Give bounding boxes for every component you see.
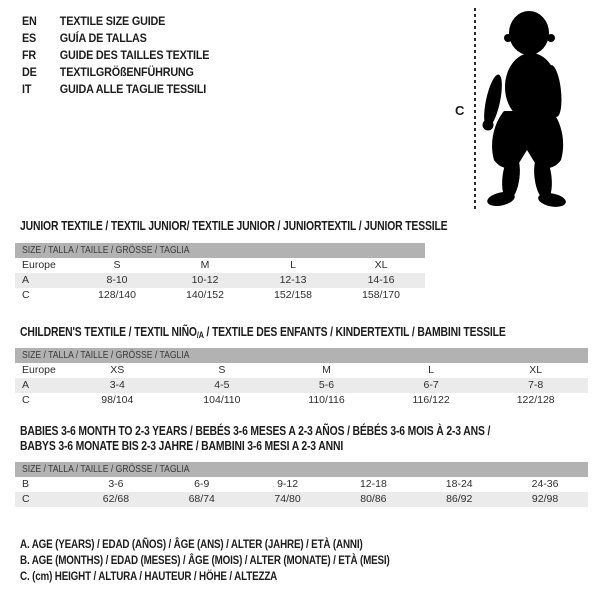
size-header-bar: SIZE / TALLA / TAILLE / GRÖSSE / TAGLIA	[15, 243, 425, 258]
language-code: ES	[22, 31, 37, 45]
note-age-years: A. AGE (YEARS) / EDAD (AÑOS) / ÂGE (ANS)…	[20, 537, 363, 551]
table-row-europe: Europe S M L XL	[15, 258, 425, 273]
children-table: SIZE / TALLA / TAILLE / GRÖSSE / TAGLIA …	[15, 348, 588, 408]
size-cell: XL	[529, 364, 543, 376]
legend-notes: A. AGE (YEARS) / EDAD (AÑOS) / ÂGE (ANS)…	[20, 536, 471, 584]
baby-silhouette-icon	[482, 11, 566, 207]
row-label: C	[22, 493, 30, 505]
age-cell: 7-8	[528, 379, 544, 391]
title-text: CHILDREN'S TEXTILE / TEXTIL NIÑO	[20, 324, 197, 339]
table-row-age: A 3-4 4-5 5-6 6-7 7-8	[15, 378, 588, 393]
table-row-height: C 62/68 68/74 74/80 80/86 86/92 92/98	[15, 492, 588, 507]
height-cell: 104/110	[203, 394, 241, 406]
height-cell: 158/170	[362, 289, 400, 301]
size-cell: M	[200, 259, 210, 271]
size-cell: L	[290, 259, 296, 271]
height-measure-label: C	[455, 103, 465, 118]
height-cell: 122/128	[516, 394, 555, 406]
language-title: GUIDE DES TAILLES TEXTILE	[59, 48, 210, 62]
age-cell: 4-5	[214, 379, 230, 391]
title-subscript: /A	[196, 330, 204, 340]
height-cell: 80/86	[360, 493, 387, 505]
size-header-text: SIZE / TALLA / TAILLE / GRÖSSE / TAGLIA	[22, 463, 190, 475]
language-title: GUÍA DE TALLAS	[59, 31, 147, 45]
height-cell: 74/80	[274, 493, 301, 505]
height-dashed-line	[474, 8, 476, 209]
size-cell: XS	[110, 364, 125, 376]
table-row-age-months: B 3-6 6-9 9-12 12-18 18-24 24-36	[15, 477, 588, 492]
language-code: EN	[22, 14, 37, 28]
language-row-en: EN TEXTILE SIZE GUIDE	[22, 13, 209, 30]
language-row-de: DE TEXTILGRÖßENFÜHRUNG	[22, 64, 209, 81]
age-cell: 5-6	[318, 379, 335, 391]
size-header-text: SIZE / TALLA / TAILLE / GRÖSSE / TAGLIA	[22, 349, 190, 361]
height-cell: 98/104	[101, 394, 134, 406]
age-cell: 9-12	[277, 478, 299, 490]
row-label: C	[22, 289, 30, 301]
age-cell: 3-6	[108, 478, 124, 490]
height-cell: 140/152	[186, 289, 224, 301]
row-label: Europe	[22, 259, 56, 271]
junior-table: SIZE / TALLA / TAILLE / GRÖSSE / TAGLIA …	[15, 243, 425, 303]
age-cell: 12-13	[279, 274, 307, 286]
table-row-europe: Europe XS S M L XL	[15, 363, 588, 378]
row-label: B	[22, 478, 30, 490]
size-cell: L	[428, 364, 434, 376]
language-row-fr: FR GUIDE DES TAILLES TEXTILE	[22, 47, 209, 64]
age-cell: 6-9	[194, 478, 210, 490]
table-row-height: C 98/104 104/110 110/116 116/122 122/128	[15, 393, 588, 408]
height-cell: 128/140	[98, 289, 136, 301]
height-cell: 152/158	[274, 289, 312, 301]
size-cell: XL	[374, 259, 388, 271]
height-cell: 62/68	[102, 493, 130, 505]
language-list: EN TEXTILE SIZE GUIDE ES GUÍA DE TALLAS …	[22, 13, 230, 98]
age-cell: 6-7	[423, 379, 439, 391]
age-cell: 3-4	[109, 379, 125, 391]
table-row-age: A 8-10 10-12 12-13 14-16	[15, 273, 425, 288]
babies-table-title: BABIES 3-6 MONTH TO 2-3 YEARS / BEBÉS 3-…	[20, 423, 490, 453]
language-code: DE	[22, 65, 37, 79]
age-cell: 10-12	[191, 274, 219, 286]
size-header-bar: SIZE / TALLA / TAILLE / GRÖSSE / TAGLIA	[15, 462, 588, 477]
size-cell: S	[113, 259, 121, 271]
language-title: TEXTILGRÖßENFÜHRUNG	[59, 65, 194, 79]
size-header-bar: SIZE / TALLA / TAILLE / GRÖSSE / TAGLIA	[15, 348, 588, 363]
row-label: A	[22, 274, 30, 286]
table-row-height: C 128/140 140/152 152/158 158/170	[15, 288, 425, 303]
title-line-2: BABYS 3-6 MONATE BIS 2-3 JAHRE / BAMBINI…	[20, 438, 344, 453]
height-cell: 110/116	[308, 394, 345, 406]
language-title: TEXTILE SIZE GUIDE	[59, 14, 166, 28]
height-cell: 86/92	[446, 493, 473, 505]
language-code: IT	[22, 82, 32, 96]
row-label: Europe	[22, 364, 56, 376]
row-label: A	[22, 379, 30, 391]
age-cell: 12-18	[359, 478, 387, 490]
children-table-title: CHILDREN'S TEXTILE / TEXTIL NIÑO/A / TEX…	[20, 324, 506, 343]
title-line-1: BABIES 3-6 MONTH TO 2-3 YEARS / BEBÉS 3-…	[20, 423, 491, 438]
size-cell: M	[322, 364, 331, 376]
note-age-months: B. AGE (MONTHS) / EDAD (MESES) / ÂGE (MO…	[20, 553, 390, 567]
language-row-it: IT GUIDA ALLE TAGLIE TESSILI	[22, 81, 209, 98]
height-cell: 92/98	[531, 493, 559, 505]
height-cell: 68/74	[188, 493, 215, 505]
language-code: FR	[22, 48, 37, 62]
age-cell: 18-24	[445, 478, 473, 490]
age-cell: 8-10	[106, 274, 128, 286]
language-row-es: ES GUÍA DE TALLAS	[22, 30, 209, 47]
note-height-cm: C. (cm) HEIGHT / ALTURA / HAUTEUR / HÖHE…	[20, 569, 278, 583]
language-title: GUIDA ALLE TAGLIE TESSILI	[59, 82, 207, 96]
age-cell: 14-16	[367, 274, 395, 286]
size-cell: S	[218, 364, 226, 376]
junior-table-title: JUNIOR TEXTILE / TEXTIL JUNIOR/ TEXTILE …	[20, 218, 448, 233]
row-label: C	[22, 394, 30, 406]
age-cell: 24-36	[531, 478, 559, 490]
size-header-text: SIZE / TALLA / TAILLE / GRÖSSE / TAGLIA	[22, 244, 190, 256]
title-text: / TEXTILE DES ENFANTS / KINDERTEXTIL / B…	[203, 324, 506, 339]
height-cell: 116/122	[412, 394, 450, 406]
babies-table: SIZE / TALLA / TAILLE / GRÖSSE / TAGLIA …	[15, 462, 588, 507]
